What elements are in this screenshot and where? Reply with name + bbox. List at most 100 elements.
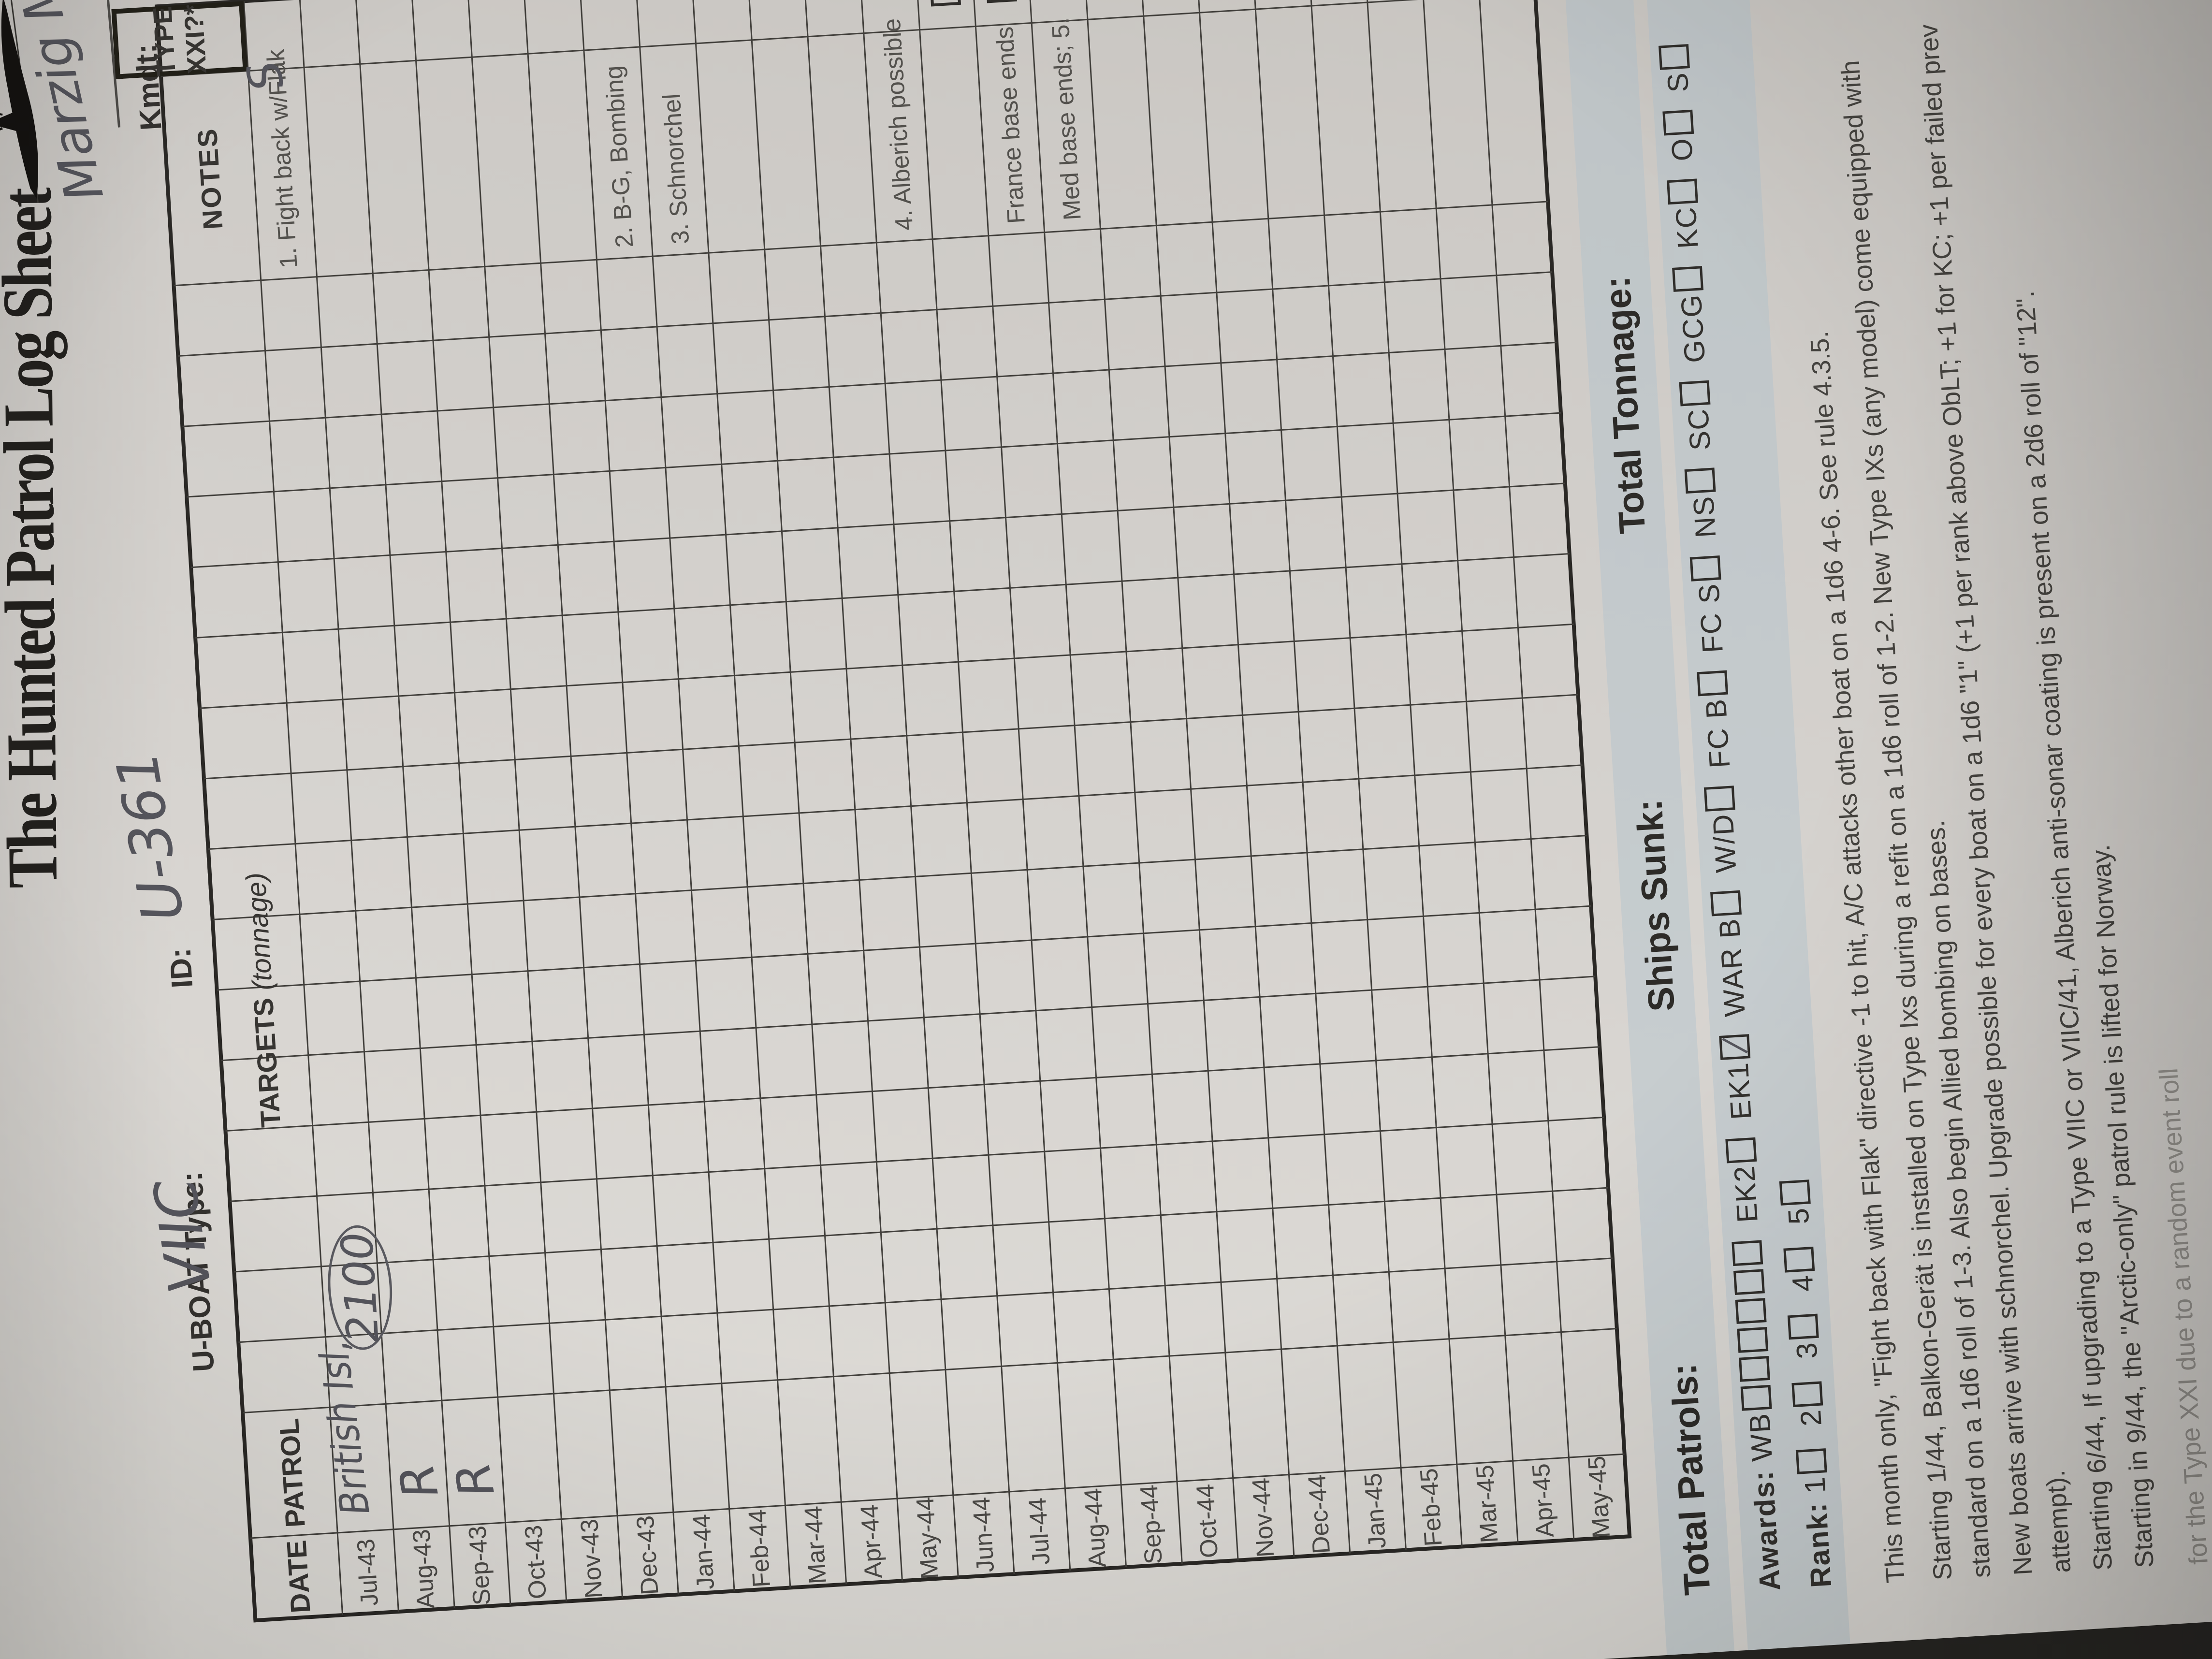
rank-checkbox[interactable] <box>1783 1247 1815 1273</box>
award-checkbox[interactable] <box>1737 1327 1769 1353</box>
rank-number: 4 <box>1786 1273 1819 1293</box>
award-checkbox[interactable] <box>1689 555 1721 582</box>
grid-line <box>225 1046 1600 1132</box>
patrol-entry-sep43[interactable]: R <box>444 1458 506 1501</box>
grid-line <box>187 412 1561 498</box>
tonnage-entry-jul43-circled[interactable]: 2100 <box>324 1223 396 1352</box>
award-item-gcg: GCG <box>1672 264 1712 364</box>
month-label: Mar-44 <box>799 1505 831 1585</box>
award-checkbox[interactable] <box>1679 380 1711 407</box>
award-name: KC <box>1669 205 1704 250</box>
award-item-fc-s: FC S <box>1689 553 1729 654</box>
award-checkbox[interactable] <box>1667 178 1698 205</box>
award-name: EK2 <box>1728 1164 1764 1224</box>
rank-number: 1 <box>1798 1475 1832 1495</box>
award-checkbox[interactable] <box>1684 467 1716 494</box>
month-label: Feb-45 <box>1414 1467 1447 1547</box>
rank-number: 3 <box>1790 1340 1824 1360</box>
grid-line <box>208 764 1583 850</box>
type-xxi-checkbox[interactable] <box>930 0 961 7</box>
rank-checkbox[interactable] <box>1779 1179 1811 1206</box>
award-name: W/D <box>1706 812 1743 874</box>
grid-line <box>243 1328 1617 1413</box>
award-checkbox[interactable] <box>1658 44 1690 71</box>
award-item-ek2: EK2 <box>1725 1135 1764 1224</box>
award-item-fc-b: FC B <box>1697 669 1736 769</box>
rank-checkbox[interactable] <box>1787 1314 1819 1340</box>
award-name: GCG <box>1674 293 1712 364</box>
award-checkbox[interactable] <box>1672 266 1704 292</box>
grid-line <box>355 0 455 1609</box>
month-label: Aug-44 <box>1079 1487 1111 1569</box>
grid-line <box>1138 0 1239 1560</box>
id-label: ID: <box>163 947 200 989</box>
award-name: WAR B <box>1713 917 1751 1018</box>
month-label: Apr-45 <box>1527 1462 1559 1539</box>
award-name: SC <box>1681 407 1717 451</box>
month-label: Dec-43 <box>631 1514 664 1596</box>
rank-number: 5 <box>1782 1206 1816 1225</box>
award-name: EK1 <box>1721 1061 1758 1121</box>
grid-line <box>1306 0 1407 1550</box>
rank-checkbox[interactable] <box>1795 1448 1827 1475</box>
grid-line <box>746 0 847 1585</box>
award-checkbox[interactable] <box>1740 1384 1772 1411</box>
award-item-s: S <box>1658 42 1695 93</box>
patrol-entry-aug43[interactable]: R <box>388 1459 450 1503</box>
grid-line <box>802 0 903 1581</box>
grid-line <box>230 1116 1604 1202</box>
grid-line <box>217 905 1591 991</box>
grid-line <box>467 0 568 1601</box>
grid-line <box>523 0 623 1598</box>
award-checkbox[interactable] <box>1738 1356 1770 1382</box>
award-checkbox[interactable] <box>1662 110 1694 136</box>
rank-option-5: 5 <box>1779 1178 1816 1225</box>
award-checkbox[interactable] <box>1735 1298 1767 1324</box>
type-xxi-line2: XXI?* <box>178 3 212 75</box>
award-checkbox-checked[interactable] <box>1719 1034 1751 1061</box>
month-label: Jun-44 <box>967 1496 1000 1573</box>
rank-option-4: 4 <box>1783 1245 1819 1293</box>
month-label: Oct-43 <box>519 1524 552 1600</box>
rank-option-1: 1 <box>1795 1446 1832 1495</box>
award-name: O <box>1665 136 1699 162</box>
award-checkbox[interactable] <box>1725 1137 1757 1164</box>
grid-line <box>234 1187 1609 1273</box>
month-label: Mar-45 <box>1470 1464 1503 1544</box>
grid-line <box>1250 0 1351 1554</box>
grid-line <box>195 553 1570 639</box>
grid-line <box>1082 0 1183 1564</box>
col-header-patrol: PATROL <box>274 1417 311 1528</box>
award-checkbox[interactable] <box>1703 786 1735 812</box>
grid-line <box>859 0 959 1578</box>
type-xxi-checkbox[interactable] <box>985 0 1017 3</box>
grid-line <box>178 271 1553 357</box>
month-label: Feb-44 <box>743 1508 776 1588</box>
patrol-entry-jul43[interactable]: British Isl, <box>310 1337 379 1518</box>
award-checkbox[interactable] <box>1733 1269 1765 1295</box>
award-checkbox[interactable] <box>1697 670 1729 697</box>
rule-paragraph-3-line-2: attempt). <box>2041 1469 2077 1574</box>
rank-checkbox[interactable] <box>1791 1381 1823 1407</box>
uboat-type-value[interactable]: VIIC <box>141 1174 225 1297</box>
grid-line <box>1194 0 1295 1557</box>
printed-note: France base ends <box>990 26 1030 225</box>
month-label: Nov-44 <box>1247 1477 1280 1558</box>
award-item-ek1: EK1 <box>1719 1032 1758 1121</box>
grid-line <box>212 834 1587 920</box>
col-header-date: DATE <box>281 1539 317 1614</box>
month-label: Aug-43 <box>407 1528 440 1610</box>
award-name: FC S <box>1692 582 1729 654</box>
page-title: The Hunted Patrol Log Sheet <box>0 189 73 889</box>
id-value[interactable]: U-361 <box>102 746 197 927</box>
award-checkbox[interactable] <box>1710 890 1742 917</box>
month-label: Jul-43 <box>351 1538 383 1607</box>
month-label: Oct-44 <box>1191 1483 1223 1559</box>
grid-line <box>691 0 791 1588</box>
grid-line <box>199 623 1574 709</box>
month-label: Jul-44 <box>1023 1497 1055 1566</box>
rank-option-2: 2 <box>1791 1379 1828 1427</box>
award-checkbox[interactable] <box>1732 1240 1763 1266</box>
col-header-targets: TARGETS (tonnage) <box>240 872 287 1129</box>
